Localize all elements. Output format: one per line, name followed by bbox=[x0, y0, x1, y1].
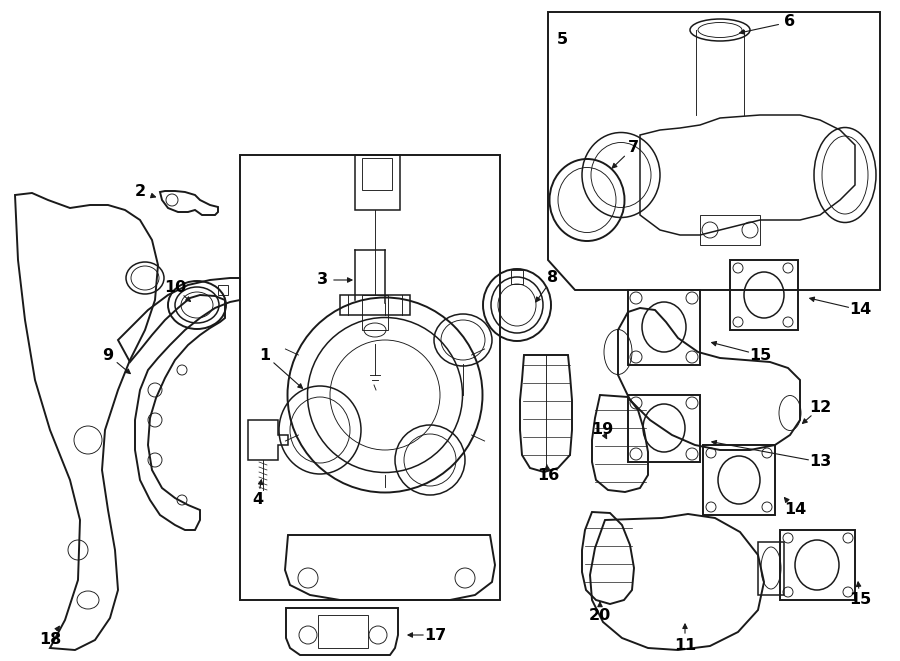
Text: 20: 20 bbox=[589, 607, 611, 623]
Text: 2: 2 bbox=[134, 184, 146, 200]
Text: 10: 10 bbox=[164, 280, 186, 295]
Text: 15: 15 bbox=[849, 592, 871, 607]
Text: 8: 8 bbox=[547, 270, 559, 286]
Text: 12: 12 bbox=[809, 401, 831, 416]
Text: 13: 13 bbox=[809, 455, 831, 469]
Text: 16: 16 bbox=[537, 469, 559, 483]
Text: 14: 14 bbox=[849, 303, 871, 317]
Text: 15: 15 bbox=[749, 348, 771, 362]
Text: 1: 1 bbox=[259, 348, 271, 362]
Text: 18: 18 bbox=[39, 633, 61, 648]
Text: 11: 11 bbox=[674, 637, 696, 652]
Text: 14: 14 bbox=[784, 502, 806, 518]
Text: 5: 5 bbox=[556, 32, 568, 48]
Text: 3: 3 bbox=[317, 272, 328, 288]
Text: 17: 17 bbox=[424, 627, 446, 642]
Text: 6: 6 bbox=[785, 15, 796, 30]
Text: 9: 9 bbox=[103, 348, 113, 362]
Text: 19: 19 bbox=[591, 422, 613, 438]
Text: 4: 4 bbox=[252, 492, 264, 508]
Text: 7: 7 bbox=[627, 141, 639, 155]
